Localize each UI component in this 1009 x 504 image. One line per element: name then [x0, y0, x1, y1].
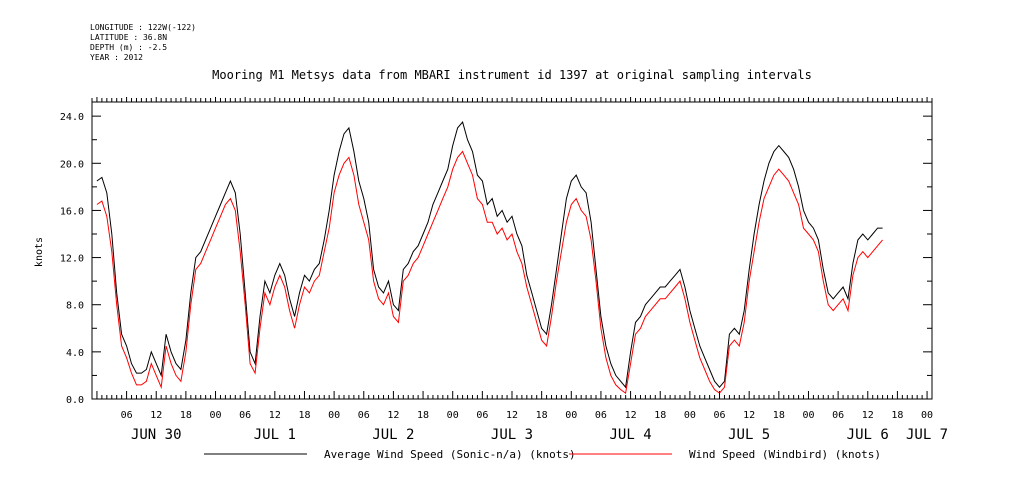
x-day-label: JUL 7	[906, 427, 948, 443]
x-hour-label: 00	[565, 410, 577, 421]
x-hour-label: 00	[684, 410, 696, 421]
x-hour-label: 12	[506, 410, 518, 421]
x-day-label: JUL 2	[372, 427, 414, 443]
x-hour-label: 06	[595, 410, 607, 421]
x-hour-label: 18	[536, 410, 548, 421]
meta-year: YEAR : 2012	[90, 53, 143, 62]
x-day-label: JUL 6	[847, 427, 889, 443]
x-hour-label: 06	[121, 410, 133, 421]
legend-label-windbird: Wind Speed (Windbird) (knots)	[689, 448, 881, 461]
x-hour-label: 18	[417, 410, 429, 421]
y-tick-label: 20.0	[60, 159, 84, 170]
y-tick-label: 8.0	[66, 301, 84, 312]
chart-title: Mooring M1 Metsys data from MBARI instru…	[212, 68, 812, 82]
x-hour-label: 18	[773, 410, 785, 421]
x-hour-label: 12	[625, 410, 637, 421]
x-hour-label: 18	[180, 410, 192, 421]
y-tick-label: 0.0	[66, 395, 84, 406]
y-tick-label: 12.0	[60, 254, 84, 265]
x-hour-label: 00	[802, 410, 814, 421]
y-axis-label: knots	[34, 237, 45, 267]
series-line-0	[96, 120, 883, 389]
x-hour-label: 06	[476, 410, 488, 421]
x-hour-label: 12	[387, 410, 399, 421]
x-hour-label: 06	[714, 410, 726, 421]
meta-latitude: LATITUDE : 36.8N	[90, 33, 167, 42]
y-tick-label: 4.0	[66, 348, 84, 359]
x-day-label: JUL 1	[254, 427, 296, 443]
x-hour-label: 12	[743, 410, 755, 421]
tick-layer	[91, 97, 933, 400]
x-hour-label: 18	[298, 410, 310, 421]
x-hour-label: 06	[358, 410, 370, 421]
y-tick-label: 24.0	[60, 112, 84, 123]
x-hour-label: 18	[654, 410, 666, 421]
x-hour-label: 06	[239, 410, 251, 421]
legend: Average Wind Speed (Sonic-n/a) (knots) W…	[204, 448, 881, 461]
series-layer	[96, 120, 883, 394]
label-layer: 0.0 4.0 8.0 12.0 16.0 20.0 24.0 06 12 18 00 06 12 18 0…	[60, 112, 948, 443]
x-day-label: JUN 30	[131, 427, 182, 443]
legend-label-sonic: Average Wind Speed (Sonic-n/a) (knots)	[324, 448, 576, 461]
x-hour-label: 12	[269, 410, 281, 421]
plot-frame	[91, 101, 933, 400]
x-hour-label: 00	[210, 410, 222, 421]
x-day-label: JUL 3	[491, 427, 533, 443]
x-hour-label: 18	[891, 410, 903, 421]
x-hour-label: 06	[832, 410, 844, 421]
series-line-1	[96, 150, 883, 394]
x-hour-label: 00	[328, 410, 340, 421]
y-tick-label: 16.0	[60, 206, 84, 217]
x-hour-label: 00	[921, 410, 933, 421]
x-day-label: JUL 5	[728, 427, 770, 443]
meta-depth: DEPTH (m) : -2.5	[90, 43, 167, 52]
x-hour-label: 12	[862, 410, 874, 421]
x-day-label: JUL 4	[610, 427, 652, 443]
meta-longitude: LONGITUDE : 122W(-122)	[90, 23, 196, 32]
x-hour-label: 00	[447, 410, 459, 421]
x-hour-label: 12	[150, 410, 162, 421]
